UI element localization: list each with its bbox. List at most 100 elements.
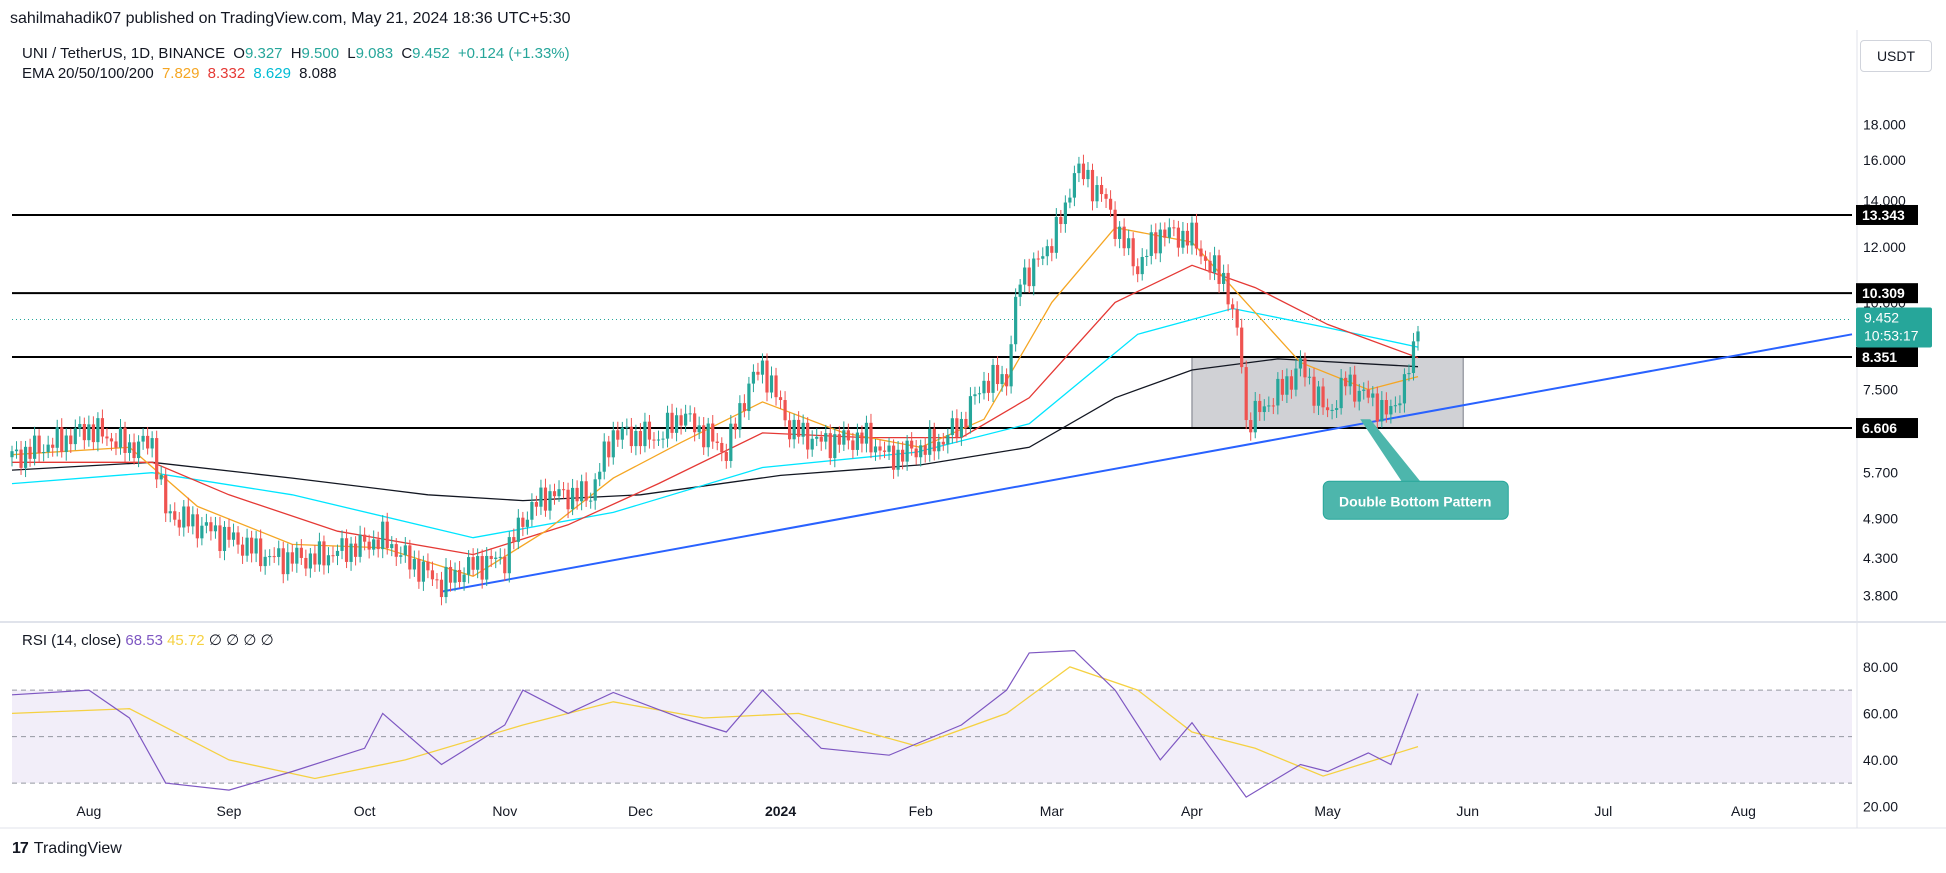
- time-tick-label: Jun: [1456, 803, 1479, 819]
- candle: [1185, 230, 1190, 246]
- candle: [277, 548, 281, 557]
- candle: [756, 371, 760, 375]
- candle: [706, 423, 710, 448]
- candle: [602, 441, 606, 472]
- rsi-tick-label: 60.00: [1863, 705, 1898, 721]
- candle: [1090, 169, 1095, 202]
- candle: [254, 538, 258, 554]
- candle: [959, 418, 963, 438]
- candle: [462, 574, 466, 583]
- key-level-label: 8.351: [1862, 349, 1897, 365]
- candle: [417, 559, 421, 582]
- candle: [575, 487, 579, 502]
- currency-button[interactable]: USDT: [1860, 40, 1932, 72]
- candle: [941, 441, 945, 445]
- rsi-extra-2: ∅: [226, 632, 240, 649]
- candle: [236, 532, 240, 545]
- annotation-box[interactable]: [1322, 480, 1509, 520]
- candle: [1316, 386, 1321, 406]
- candle: [860, 432, 864, 444]
- close-label: C: [401, 45, 413, 62]
- candle: [1280, 378, 1284, 395]
- candle: [1235, 309, 1239, 328]
- candle: [977, 393, 982, 395]
- candle: [950, 418, 954, 436]
- candle: [1149, 232, 1153, 256]
- price-tick-label: 16.000: [1863, 152, 1906, 168]
- candle: [1240, 327, 1244, 368]
- candle: [109, 438, 114, 442]
- open-value: 9.327: [244, 45, 283, 62]
- candle: [155, 438, 159, 480]
- candle: [1127, 238, 1131, 249]
- candle: [1298, 358, 1303, 369]
- candle: [281, 548, 285, 575]
- candle: [543, 487, 548, 511]
- ema-legend[interactable]: EMA 20/50/100/200 7.829 8.332 8.629 8.08…: [22, 65, 341, 82]
- candle: [335, 550, 340, 556]
- candle: [760, 360, 765, 375]
- publish-info: sahilmahadik07 published on TradingView.…: [10, 10, 571, 27]
- candle: [810, 438, 814, 450]
- candle: [593, 479, 597, 501]
- candle: [299, 547, 303, 558]
- candle: [1014, 296, 1018, 345]
- candle: [534, 502, 539, 507]
- candle: [69, 435, 73, 445]
- candle: [326, 555, 331, 566]
- candle: [263, 556, 267, 567]
- candle: [1004, 374, 1009, 387]
- candle: [200, 525, 204, 539]
- candle: [91, 424, 95, 443]
- rsi-extra-1: ∅: [208, 632, 222, 649]
- candle: [453, 569, 457, 583]
- candle: [250, 537, 254, 554]
- candle: [783, 400, 787, 421]
- candle: [1325, 407, 1330, 411]
- rsi-ma-line: [11, 666, 1419, 780]
- candle: [204, 522, 208, 526]
- candle: [702, 425, 706, 448]
- ema100-line: [11, 307, 1419, 539]
- rsi-legend[interactable]: RSI (14, close) 68.53 45.72 ∅ ∅ ∅ ∅: [22, 631, 274, 649]
- candle: [1054, 217, 1058, 253]
- candle: [28, 446, 32, 459]
- candle: [421, 561, 426, 582]
- candle: [964, 418, 968, 428]
- symbol-name[interactable]: UNI / TetherUS, 1D, BINANCE: [22, 45, 226, 62]
- candle: [209, 522, 213, 532]
- candle: [444, 566, 448, 598]
- candle: [548, 491, 552, 511]
- high-label: H: [290, 45, 302, 62]
- candle: [1384, 400, 1388, 415]
- price-tick-label: 7.500: [1863, 382, 1898, 398]
- candle: [10, 451, 14, 458]
- candle: [887, 445, 891, 452]
- candle: [1167, 227, 1171, 238]
- ema200-value: 8.088: [299, 65, 337, 82]
- candle: [851, 440, 855, 450]
- candle: [598, 471, 602, 480]
- rsi-tick-label: 80.00: [1863, 659, 1898, 675]
- candle: [769, 375, 774, 393]
- candle: [227, 526, 231, 540]
- candle: [1353, 374, 1357, 402]
- candle: [385, 521, 389, 549]
- candle: [1253, 400, 1257, 433]
- ascending-trendline[interactable]: [441, 333, 1853, 593]
- candle: [530, 502, 534, 520]
- candle: [1212, 255, 1217, 273]
- open-label: O: [233, 45, 245, 62]
- candle: [1407, 373, 1411, 375]
- candle: [765, 360, 769, 393]
- candle: [1303, 358, 1307, 378]
- pattern-box[interactable]: [1191, 356, 1464, 429]
- candle: [616, 430, 620, 440]
- candle: [688, 413, 692, 415]
- candle: [127, 442, 132, 453]
- candle: [42, 452, 46, 454]
- candle: [168, 511, 172, 514]
- candle: [231, 532, 236, 540]
- footer-brand[interactable]: 17 TradingView: [12, 840, 122, 858]
